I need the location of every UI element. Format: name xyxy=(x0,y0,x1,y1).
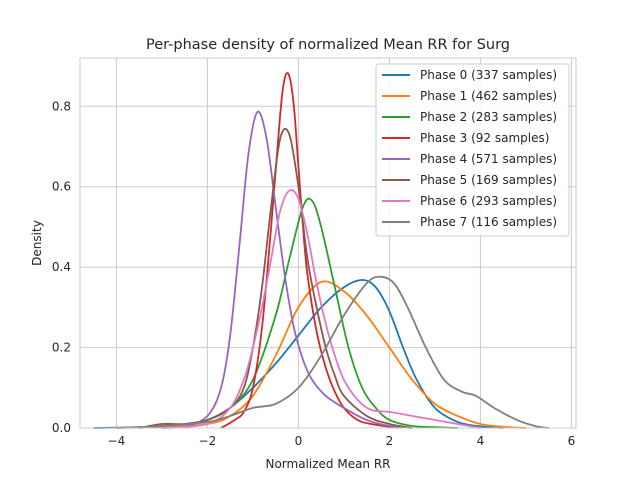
legend-label-phase-3: Phase 3 (92 samples) xyxy=(420,131,549,145)
legend-label-phase-0: Phase 0 (337 samples) xyxy=(420,68,557,82)
series-line-phase-6 xyxy=(161,189,481,429)
legend-label-phase-4: Phase 4 (571 samples) xyxy=(420,152,557,166)
y-tick-labels: 0.0 0.2 0.4 0.6 0.8 xyxy=(52,99,71,435)
series-line-phase-7 xyxy=(116,275,549,429)
legend-label-phase-6: Phase 6 (293 samples) xyxy=(420,194,557,208)
x-tick-label: 4 xyxy=(477,434,485,448)
series-line-phase-1 xyxy=(116,280,526,429)
legend-label-phase-5: Phase 5 (169 samples) xyxy=(420,173,557,187)
x-tick-label: 2 xyxy=(386,434,394,448)
series-layer xyxy=(93,72,549,429)
legend: Phase 0 (337 samples) Phase 1 (462 sample… xyxy=(375,63,570,237)
y-tick-label: 0.4 xyxy=(52,260,71,274)
x-tick-label: 0 xyxy=(295,434,303,448)
legend-label-phase-1: Phase 1 (462 samples) xyxy=(420,89,557,103)
series-line-phase-5 xyxy=(139,127,413,429)
plot-frame xyxy=(79,57,577,429)
legend-label-phase-7: Phase 7 (116 samples) xyxy=(420,215,557,229)
y-tick-label: 0.6 xyxy=(52,180,71,194)
x-tick-label: −2 xyxy=(199,434,217,448)
legend-label-phase-2: Phase 2 (283 samples) xyxy=(420,110,557,124)
series-line-phase-3 xyxy=(220,72,399,429)
x-tick-label: 6 xyxy=(568,434,576,448)
y-axis-label: Density xyxy=(30,220,44,266)
series-line-phase-4 xyxy=(161,110,413,429)
x-tick-labels: −4 −2 0 2 4 6 xyxy=(108,434,576,448)
x-tick-label: −4 xyxy=(108,434,126,448)
x-axis-label: Normalized Mean RR xyxy=(265,457,390,471)
legend-box xyxy=(375,63,570,237)
y-tick-label: 0.0 xyxy=(52,421,71,435)
y-tick-label: 0.2 xyxy=(52,341,71,355)
chart-title: Per-phase density of normalized Mean RR … xyxy=(146,37,510,53)
y-tick-label: 0.8 xyxy=(52,99,71,113)
